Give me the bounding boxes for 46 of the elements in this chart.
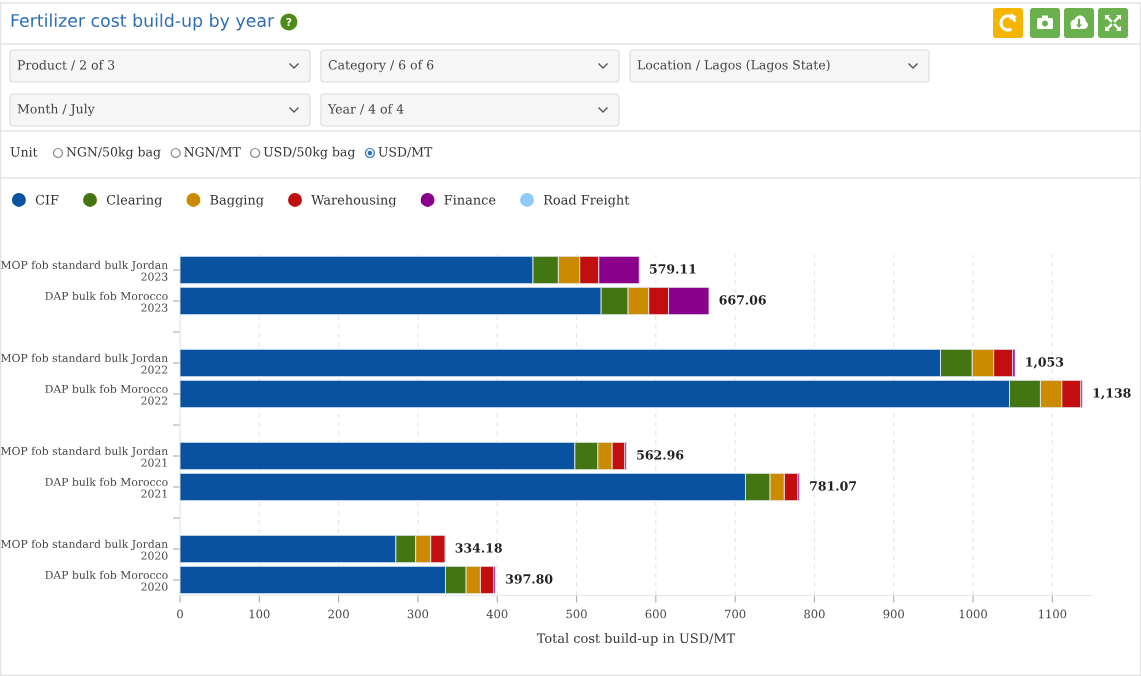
legend-label: Road Freight xyxy=(543,194,630,208)
legend-label: Finance xyxy=(444,194,496,205)
total-label: 667.06 xyxy=(719,295,766,305)
x-axis-title: Total cost build-up in USD/MT xyxy=(536,633,736,646)
x-tick-label: 700 xyxy=(725,609,746,619)
y-tick-label: MOP fob standard bulk Jordan 2023 xyxy=(1,260,168,281)
x-tick-label: 600 xyxy=(645,609,667,619)
total-label: 397.80 xyxy=(506,574,553,584)
total-label: 334.18 xyxy=(455,543,502,553)
text: USD/50kg bag xyxy=(263,146,355,160)
x-tick-label: 400 xyxy=(486,609,508,619)
text: Product / 2 of 3 xyxy=(17,59,115,71)
y-tick-label: DAP bulk fob Morocco 2021 xyxy=(45,477,168,498)
y-tick-label: DAP bulk fob Morocco 2023 xyxy=(45,291,168,312)
x-tick-label: 100 xyxy=(249,609,270,619)
text: Year / 4 of 4 xyxy=(327,103,404,115)
chart-title: Fertilizer cost build-up by year xyxy=(11,13,275,31)
x-tick-label: 0 xyxy=(177,609,183,619)
legend-label: Warehousing xyxy=(311,194,397,208)
legend-label: Bagging xyxy=(210,194,264,208)
y-tick-label: DAP bulk fob Morocco 2022 xyxy=(45,384,168,405)
y-tick-label: DAP bulk fob Morocco 2020 xyxy=(45,570,168,591)
x-tick-label: 500 xyxy=(566,609,587,619)
text: Category / 6 of 6 xyxy=(328,59,434,73)
text: Month / July xyxy=(17,103,95,117)
x-tick-label: 300 xyxy=(407,609,429,619)
total-label: 781.07 xyxy=(810,481,856,491)
y-tick-label: MOP fob standard bulk Jordan 2022 xyxy=(1,353,168,374)
text: Location / Lagos (Lagos State) xyxy=(637,59,830,73)
x-tick-label: 900 xyxy=(883,609,904,619)
total-label: 562.96 xyxy=(637,450,684,460)
y-tick-label: MOP fob standard bulk Jordan 2020 xyxy=(1,539,168,560)
legend-label: Clearing xyxy=(106,194,163,208)
total-label: 1,138 xyxy=(1093,388,1131,400)
y-tick-label: MOP fob standard bulk Jordan 2021 xyxy=(1,446,168,467)
text: NGN/50kg bag xyxy=(66,146,161,160)
total-label: 1,053 xyxy=(1026,357,1064,369)
legend-label: CIF xyxy=(35,194,59,205)
x-tick-label: 800 xyxy=(804,609,825,619)
text: NGN/MT xyxy=(184,147,241,158)
x-tick-label: 1100 xyxy=(1039,609,1067,619)
x-tick-label: 200 xyxy=(328,609,349,619)
text: Unit xyxy=(10,147,38,157)
x-tick-label: 1000 xyxy=(959,609,987,619)
total-label: 579.11 xyxy=(650,264,696,274)
text: USD/MT xyxy=(378,147,433,158)
